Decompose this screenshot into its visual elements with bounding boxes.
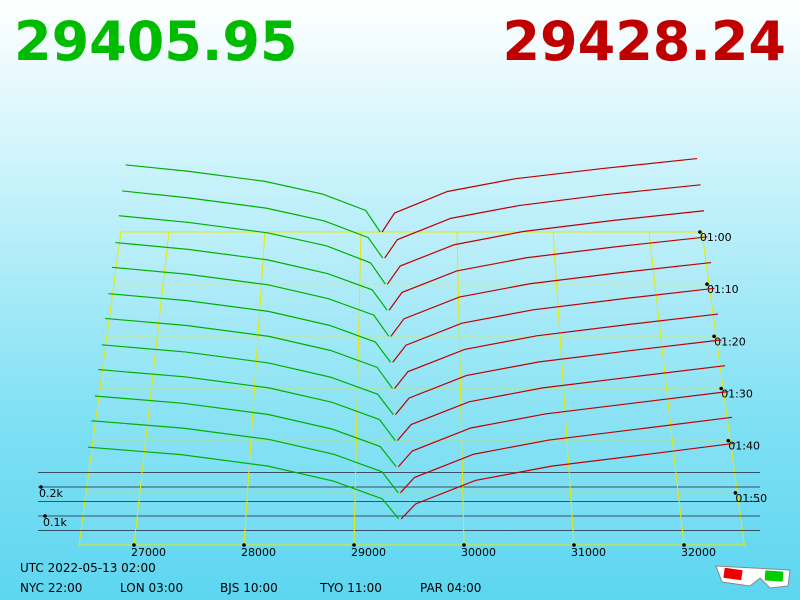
utc-time: UTC 2022-05-13 02:00 bbox=[20, 561, 156, 575]
bid-depth-line bbox=[115, 241, 388, 311]
bid-price: 29405.95 bbox=[14, 10, 298, 73]
bid-depth-line bbox=[101, 344, 394, 415]
ask-depth-line bbox=[396, 365, 726, 442]
glasses-icon bbox=[715, 565, 791, 589]
time-tick bbox=[712, 334, 716, 339]
time-tick-label: 01:20 bbox=[714, 335, 746, 348]
time-tick-label: 01:00 bbox=[700, 231, 732, 244]
price-tick bbox=[132, 543, 136, 547]
price-grid-line bbox=[353, 231, 362, 546]
zone-time: LON 03:00 bbox=[120, 581, 183, 595]
floor bbox=[78, 231, 746, 546]
zone-time: NYC 22:00 bbox=[20, 581, 82, 595]
time-tick bbox=[698, 230, 702, 234]
depth-tick bbox=[39, 485, 43, 489]
ask-depth-line bbox=[388, 236, 708, 311]
time-tick bbox=[719, 386, 723, 391]
price-tick-label: 29000 bbox=[351, 546, 386, 559]
ask-depth-line bbox=[392, 287, 715, 363]
price-tick bbox=[572, 543, 576, 547]
zone-time: BJS 10:00 bbox=[220, 581, 278, 595]
bid-depth-line bbox=[94, 395, 397, 468]
price-tick bbox=[462, 543, 466, 547]
price-tick bbox=[682, 543, 686, 547]
bid-depth-line bbox=[105, 317, 394, 389]
zone-time: TYO 11:00 bbox=[319, 581, 382, 595]
price-grid-line bbox=[552, 231, 575, 546]
time-tick bbox=[705, 282, 709, 286]
bid-depth-line bbox=[122, 190, 384, 259]
depth-tick bbox=[43, 514, 47, 518]
time-tick-label: 01:40 bbox=[728, 440, 760, 453]
bid-depth-line bbox=[118, 215, 386, 285]
ask-price: 29428.24 bbox=[502, 10, 786, 73]
bid-depth-line bbox=[98, 368, 396, 442]
ask-depth-line bbox=[400, 442, 736, 520]
price-tick-label: 31000 bbox=[571, 546, 606, 559]
ask-depth-line bbox=[394, 339, 722, 415]
time-tick bbox=[726, 438, 731, 443]
bid-depth-line bbox=[108, 293, 392, 363]
time-tick-label: 01:10 bbox=[707, 283, 739, 296]
price-grid-line bbox=[133, 231, 170, 546]
ask-depth-line bbox=[381, 157, 698, 233]
bid-depth-line bbox=[125, 164, 381, 233]
price-tick bbox=[242, 543, 246, 547]
bid-depth-line bbox=[87, 446, 400, 520]
price-grid-line bbox=[648, 231, 685, 546]
ask-depth-line bbox=[399, 416, 733, 494]
ask-depth-line bbox=[384, 184, 701, 259]
bid-depth-line bbox=[91, 420, 399, 494]
ask-depth-line bbox=[397, 390, 729, 468]
price-grid-line bbox=[456, 231, 465, 546]
ask-depth-line bbox=[394, 313, 719, 389]
price-tick-label: 30000 bbox=[461, 546, 496, 559]
bid-depth-line bbox=[111, 266, 390, 337]
ask-depth-line bbox=[390, 261, 712, 337]
price-tick-label: 32000 bbox=[681, 546, 716, 559]
time-tick-label: 01:50 bbox=[735, 492, 767, 505]
price-tick bbox=[352, 543, 356, 547]
ask-depth-line bbox=[386, 210, 705, 285]
price-tick-label: 28000 bbox=[241, 546, 276, 559]
price-tick-label: 27000 bbox=[131, 546, 166, 559]
time-tick bbox=[733, 491, 738, 495]
depth-tick-label: 0.1k bbox=[43, 516, 67, 529]
zone-time: PAR 04:00 bbox=[420, 581, 481, 595]
depth-tick-label: 0.2k bbox=[39, 487, 63, 500]
time-tick-label: 01:30 bbox=[721, 388, 753, 401]
